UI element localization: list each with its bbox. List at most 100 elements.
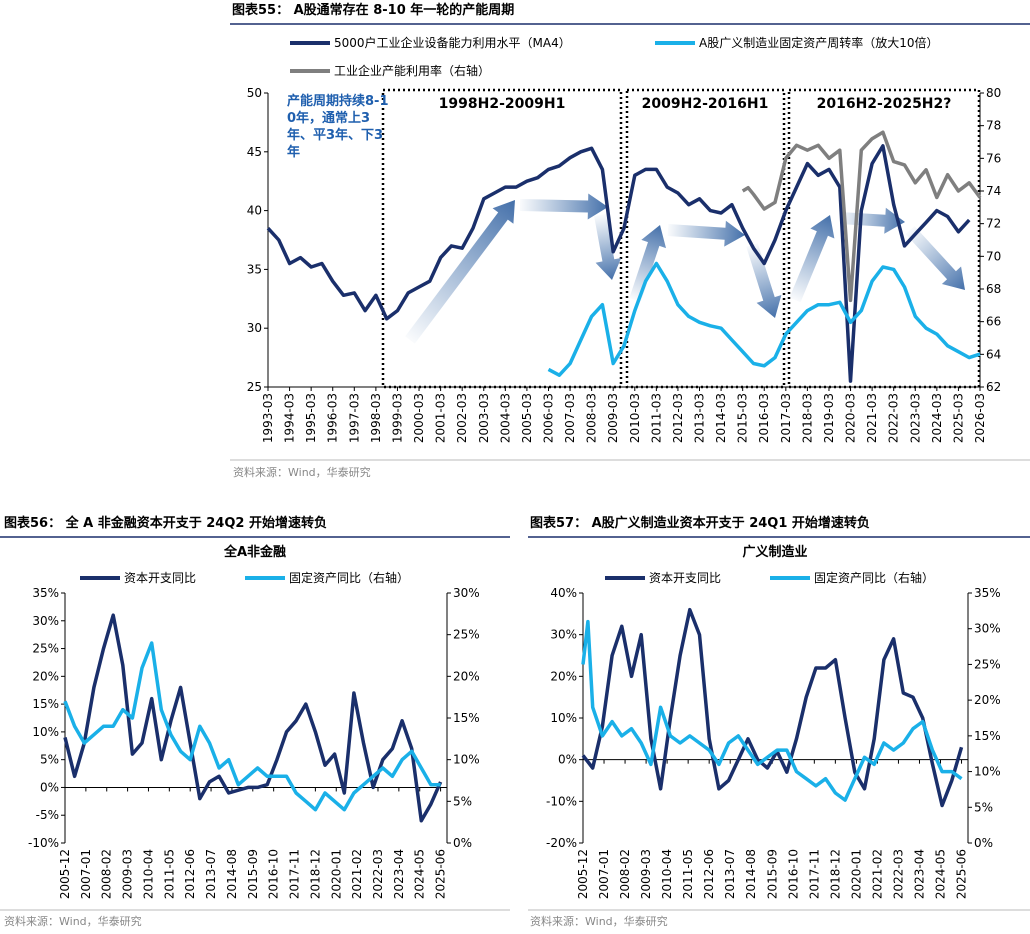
- y-tick-label: 0%: [40, 780, 59, 794]
- x-tick-label: 2021-02: [870, 849, 884, 899]
- y2-tick-label: 30%: [974, 622, 1001, 636]
- y-tick-label: -20%: [546, 836, 577, 850]
- y2-tick-label: 0%: [453, 836, 472, 850]
- x-tick-label: 1999-03: [390, 393, 404, 443]
- y-tick-label: 10%: [550, 711, 577, 725]
- y2-tick-label: 5%: [974, 800, 993, 814]
- arrow: [905, 225, 965, 290]
- y-tick-label: 40%: [550, 586, 577, 600]
- chart-title: 图表55： A股通常存在 8-10 年一轮的产能周期: [232, 2, 514, 18]
- x-tick-label: 1998-03: [369, 393, 383, 443]
- x-tick-label: 2007-03: [563, 393, 577, 443]
- x-tick-label: 2014-08: [744, 849, 758, 899]
- x-tick-label: 1994-03: [283, 393, 297, 443]
- period-label: 2009H2-2016H1: [642, 96, 769, 112]
- period-label: 1998H2-2009H1: [439, 96, 566, 112]
- x-tick-label: 2016-10: [786, 849, 800, 899]
- source: 资料来源：Wind，华泰研究: [530, 914, 668, 928]
- arrow: [405, 200, 515, 344]
- x-tick-label: 1996-03: [326, 393, 340, 443]
- x-tick-label: 2025-06: [434, 849, 448, 899]
- x-tick-label: 2013-07: [204, 849, 218, 899]
- y-tick-label: 5%: [40, 753, 59, 767]
- x-tick-label: 2008-02: [100, 849, 114, 899]
- source: 资料来源：Wind，华泰研究: [4, 914, 142, 928]
- legend-label: 固定资产同比（右轴）: [289, 570, 409, 585]
- x-tick-label: 2012-03: [671, 393, 685, 443]
- y-tick-label: 10%: [32, 725, 59, 739]
- x-tick-label: 2024-03: [930, 393, 944, 443]
- x-tick-label: 2009-03: [639, 849, 653, 899]
- y2-tick-label: 70: [986, 249, 1001, 263]
- arrow: [594, 213, 622, 280]
- series-line: [63, 641, 441, 812]
- chart-title: 图表57： A股广义制造业资本开支于 24Q1 开始增速转负: [530, 515, 870, 531]
- series-line: [547, 261, 981, 377]
- y2-tick-label: 35%: [974, 586, 1001, 600]
- x-tick-label: 2017-03: [779, 393, 793, 443]
- x-tick-label: 2011-05: [162, 849, 176, 899]
- series-line: [581, 607, 964, 808]
- x-tick-label: 2011-03: [649, 393, 663, 443]
- x-tick-label: 2019-03: [822, 393, 836, 443]
- arrow: [746, 243, 782, 318]
- y-tick-label: 25%: [32, 642, 59, 656]
- x-tick-label: 2022-03: [891, 849, 905, 899]
- x-tick-label: 2011-05: [681, 849, 695, 899]
- x-tick-label: 2002-03: [455, 393, 469, 443]
- x-tick-label: 2023-03: [908, 393, 922, 443]
- y-tick-label: 40: [247, 204, 262, 218]
- y-tick-label: 30: [247, 321, 262, 335]
- y2-tick-label: 62: [986, 380, 1001, 394]
- y-tick-label: -10%: [546, 794, 577, 808]
- x-tick-label: 2013-07: [723, 849, 737, 899]
- x-tick-label: 2023-04: [912, 849, 926, 899]
- legend-label: 资本开支同比: [124, 571, 196, 585]
- x-tick-label: 2018-12: [828, 849, 842, 899]
- x-tick-label: 2006-03: [541, 393, 555, 443]
- x-tick-label: 2023-04: [392, 849, 406, 899]
- x-tick-label: 2017-11: [807, 849, 821, 899]
- legend-label: 5000户工业企业设备能力利用水平（MA4）: [334, 35, 571, 50]
- x-tick-label: 2025-03: [951, 393, 965, 443]
- y2-tick-label: 5%: [453, 794, 472, 808]
- series-line: [266, 144, 971, 383]
- y-tick-label: 20%: [32, 669, 59, 683]
- x-tick-label: 2015-09: [765, 849, 779, 899]
- y-tick-label: -5%: [36, 808, 59, 822]
- x-tick-label: 2010-04: [660, 849, 674, 899]
- y-tick-label: 35: [247, 262, 262, 276]
- x-tick-label: 2026-03: [973, 393, 987, 443]
- x-tick-label: 2013-03: [693, 393, 707, 443]
- y2-tick-label: 68: [986, 282, 1001, 296]
- x-tick-label: 2024-05: [934, 849, 948, 899]
- x-tick-label: 2016-03: [757, 393, 771, 443]
- series-line: [741, 130, 982, 303]
- y-tick-label: 25: [247, 380, 262, 394]
- y2-tick-label: 0%: [974, 836, 993, 850]
- x-tick-label: 2025-06: [955, 849, 969, 899]
- legend-label: 资本开支同比: [649, 571, 721, 585]
- x-tick-label: 2015-03: [736, 393, 750, 443]
- x-tick-label: 2001-03: [434, 393, 448, 443]
- x-tick-label: 2009-03: [121, 849, 135, 899]
- annotation: 产能周期持续8-10年，通常上3年、平3年、下3年: [287, 94, 389, 160]
- y2-tick-label: 30%: [453, 586, 480, 600]
- x-tick-label: 2004-03: [498, 393, 512, 443]
- x-tick-label: 2009-03: [606, 393, 620, 443]
- arrow: [519, 193, 608, 220]
- y2-tick-label: 72: [986, 217, 1001, 231]
- x-tick-label: 2012-06: [183, 849, 197, 899]
- y2-tick-label: 15%: [974, 729, 1001, 743]
- x-tick-label: 2022-03: [887, 393, 901, 443]
- y-tick-label: 20%: [550, 669, 577, 683]
- x-tick-label: 2016-10: [267, 849, 281, 899]
- y2-tick-label: 74: [986, 184, 1001, 198]
- legend-label: A股广义制造业固定资产周转率（放大10倍）: [699, 35, 938, 50]
- source: 资料来源：Wind，华泰研究: [233, 465, 371, 479]
- chart-subtitle: 广义制造业: [742, 544, 807, 560]
- legend-label: 固定资产同比（右轴）: [814, 570, 934, 585]
- legend-label: 工业企业产能利用率（右轴）: [334, 63, 490, 78]
